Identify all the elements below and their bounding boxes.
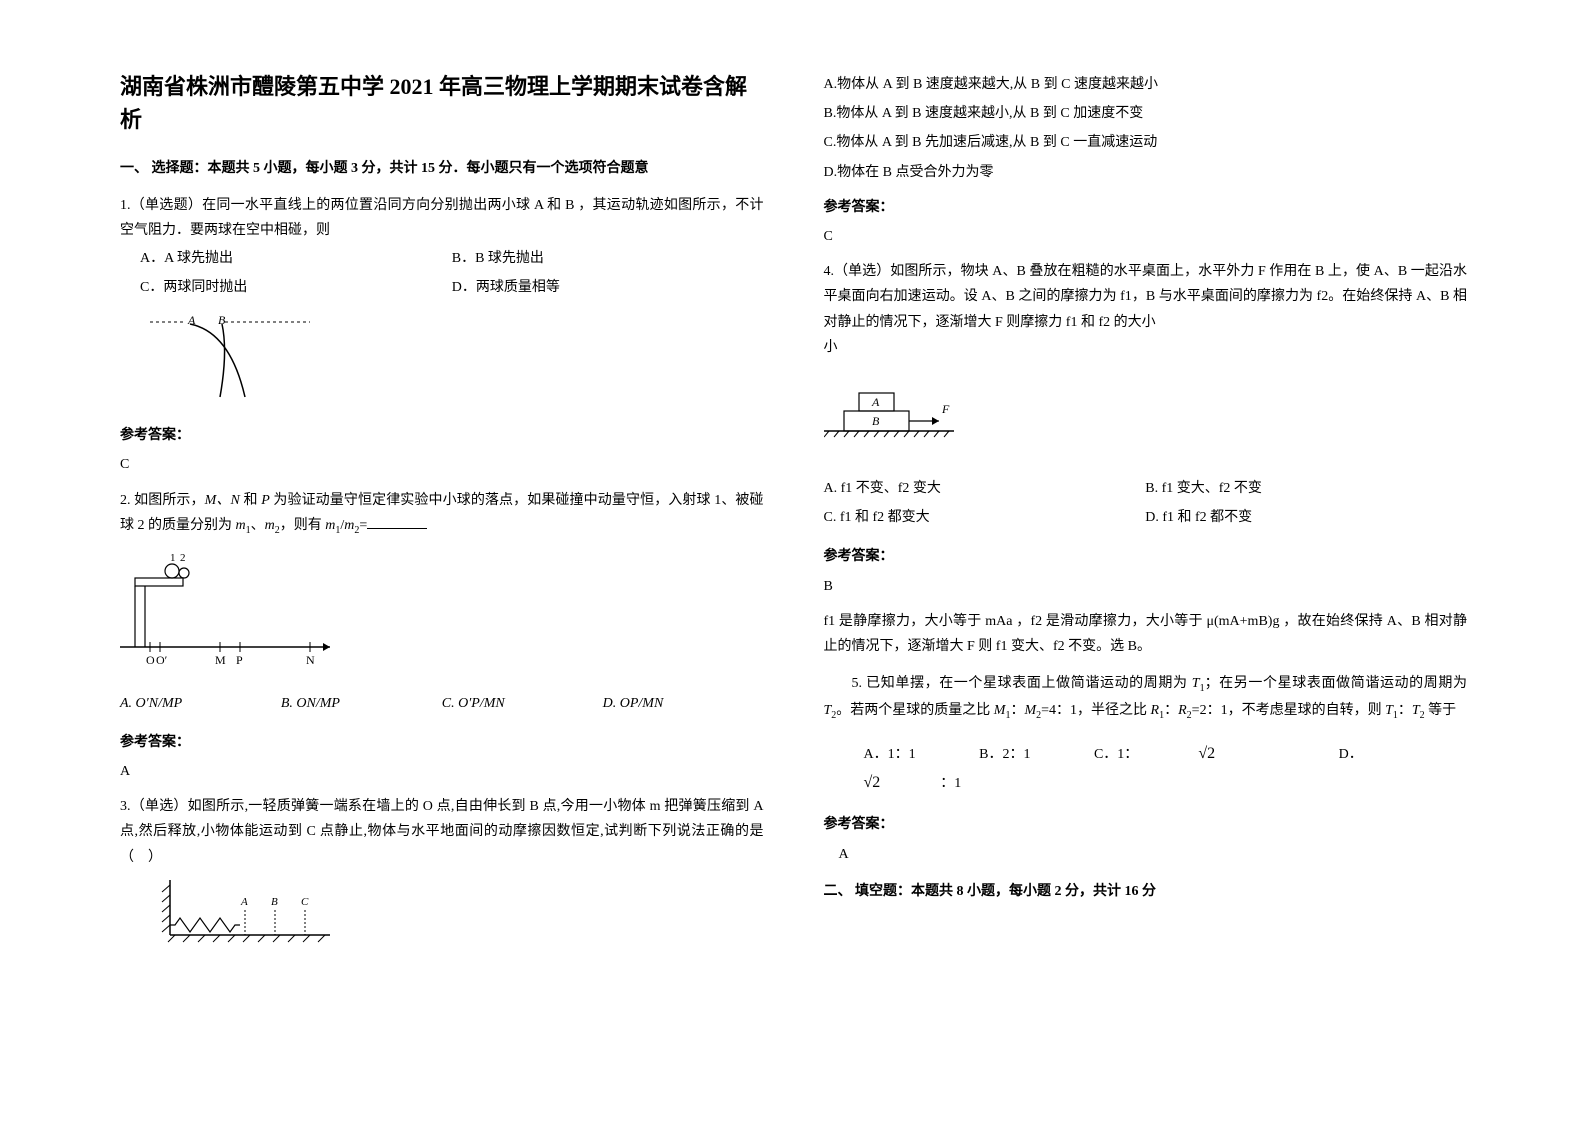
- q3-optB: B.物体从 A 到 B 速度越来越小,从 B 到 C 加速度不变: [824, 101, 1468, 126]
- q5-options: A．1：1 B．2：1 C．1：√2 D．√2：1: [864, 740, 1468, 798]
- q2-optA: A. O′N/MP: [120, 691, 281, 716]
- q2-optC: C. O′P/MN: [442, 691, 603, 716]
- q4-explanation: f1 是静摩擦力，大小等于 mAa ，f2 是滑动摩擦力，大小等于 μ(mA+m…: [824, 609, 1468, 659]
- svg-text:O: O: [146, 653, 155, 667]
- q4-optC: C. f1 和 f2 都变大: [824, 505, 1146, 530]
- q4-text: 4.（单选）如图所示，物块 A、B 叠放在粗糙的水平桌面上，水平外力 F 作用在…: [824, 259, 1468, 335]
- svg-text:F: F: [941, 402, 950, 416]
- svg-text:2: 2: [180, 552, 186, 564]
- question-1: 1.（单选题）在同一水平直线上的两位置沿同方向分别抛出两小球 A 和 B ，其运…: [120, 193, 764, 411]
- q1-optB: B．B 球先抛出: [452, 246, 764, 271]
- q5-optB: B．2：1: [979, 747, 1030, 762]
- q5-text: 5. 已知单摆，在一个星球表面上做简谐运动的周期为 T1；在另一个星球表面做简谐…: [824, 676, 1468, 718]
- q1-answer: C: [120, 452, 764, 477]
- q1-figure: A B: [150, 312, 764, 411]
- svg-text:C: C: [301, 896, 309, 908]
- question-3: 3.（单选）如图所示,一轻质弹簧一端系在墙上的 O 点,自由伸长到 B 点,今用…: [120, 794, 764, 959]
- svg-text:1: 1: [170, 552, 176, 564]
- svg-text:O′: O′: [156, 653, 168, 667]
- q2-figure: 1 2 O O′ M P N: [120, 549, 764, 678]
- q1-optD: D．两球质量相等: [452, 275, 764, 300]
- q1-text: 1.（单选题）在同一水平直线上的两位置沿同方向分别抛出两小球 A 和 B ，其运…: [120, 193, 764, 243]
- question-2: 2. 如图所示，M、N 和 P 为验证动量守恒定律实验中小球的落点，如果碰撞中动…: [120, 488, 764, 718]
- q4-figure: A B F: [824, 385, 1468, 464]
- svg-text:N: N: [306, 653, 315, 667]
- q4-optA: A. f1 不变、f2 变大: [824, 476, 1146, 501]
- svg-text:B: B: [271, 896, 278, 908]
- svg-text:P: P: [236, 653, 243, 667]
- q1-answer-label: 参考答案：: [120, 423, 764, 448]
- q4-text-tail: 小: [824, 335, 1468, 360]
- q2-optD: D. OP/MN: [603, 691, 764, 716]
- section1-header: 一、 选择题：本题共 5 小题，每小题 3 分，共计 15 分．每小题只有一个选…: [120, 156, 764, 181]
- q2-answer: A: [120, 759, 764, 784]
- svg-text:M: M: [215, 653, 226, 667]
- q5-optA: A．1：1: [864, 747, 916, 762]
- q4-answer-label: 参考答案：: [824, 544, 1468, 569]
- q3-optA: A.物体从 A 到 B 速度越来越大,从 B 到 C 速度越来越小: [824, 72, 1468, 97]
- q3-optC: C.物体从 A 到 B 先加速后减速,从 B 到 C 一直减速运动: [824, 130, 1468, 155]
- q4-answer: B: [824, 574, 1468, 599]
- question-4: 4.（单选）如图所示，物块 A、B 叠放在粗糙的水平桌面上，水平外力 F 作用在…: [824, 259, 1468, 532]
- q1-optC: C．两球同时抛出: [140, 275, 452, 300]
- q3-optD: D.物体在 B 点受合外力为零: [824, 160, 1468, 185]
- q2-answer-label: 参考答案：: [120, 730, 764, 755]
- svg-text:B: B: [872, 414, 880, 428]
- q2-text: 2. 如图所示，M、N 和 P 为验证动量守恒定律实验中小球的落点，如果碰撞中动…: [120, 493, 764, 533]
- q1-optA: A．A 球先抛出: [140, 246, 452, 271]
- q3-answer-label: 参考答案：: [824, 195, 1468, 220]
- svg-text:A: A: [240, 896, 248, 908]
- q2-optB: B. ON/MP: [281, 691, 442, 716]
- q3-text: 3.（单选）如图所示,一轻质弹簧一端系在墙上的 O 点,自由伸长到 B 点,今用…: [120, 794, 764, 870]
- svg-text:A: A: [871, 395, 880, 409]
- section2-header: 二、 填空题：本题共 8 小题，每小题 2 分，共计 16 分: [824, 879, 1468, 904]
- q5-optC: C．1：√2: [1094, 747, 1275, 762]
- q5-answer: A: [839, 842, 1468, 867]
- q3-figure: A B C: [150, 880, 764, 959]
- q5-answer-label: 参考答案：: [824, 812, 1468, 837]
- exam-title: 湖南省株洲市醴陵第五中学 2021 年高三物理上学期期末试卷含解析: [120, 70, 764, 136]
- q4-optD: D. f1 和 f2 都不变: [1145, 505, 1467, 530]
- q4-optB: B. f1 变大、f2 不变: [1145, 476, 1467, 501]
- question-5: 5. 已知单摆，在一个星球表面上做简谐运动的周期为 T1；在另一个星球表面做简谐…: [824, 671, 1468, 725]
- q3-answer: C: [824, 224, 1468, 249]
